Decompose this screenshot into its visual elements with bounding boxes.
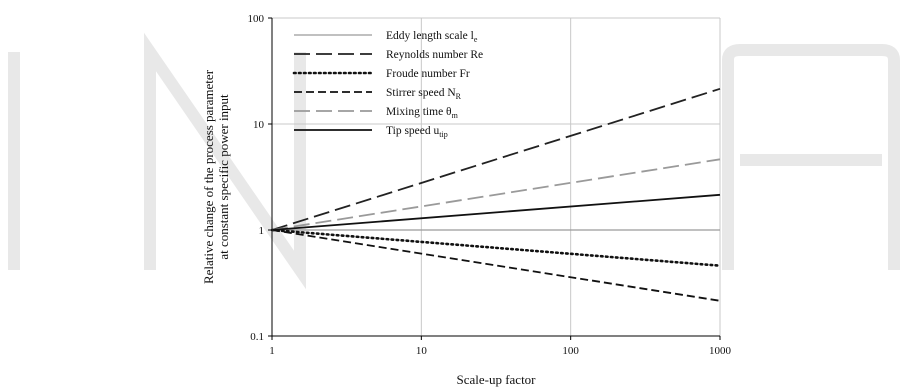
- x-tick-label: 1: [269, 345, 275, 357]
- x-tick-label: 1000: [709, 345, 732, 357]
- y-axis-title-line2: at constant specific power input: [216, 94, 231, 260]
- y-tick-label: 1: [259, 225, 265, 237]
- watermark-logo: [8, 32, 900, 290]
- plot-area: 1 10 100 1000 0.1 1 10 100 Eddy length scale le R…: [248, 13, 732, 357]
- legend-label: Stirrer speed NR: [386, 87, 462, 101]
- series-line: [271, 193, 721, 231]
- y-tick-label: 100: [248, 13, 265, 25]
- legend-label: Froude number Fr: [386, 68, 470, 80]
- legend-label: Eddy length scale le: [386, 30, 478, 44]
- series-line: [271, 158, 721, 231]
- series-line: [270, 228, 722, 268]
- series-line: [271, 87, 721, 231]
- y-tick-label: 10: [253, 119, 265, 131]
- x-tick-label: 100: [562, 345, 579, 357]
- x-axis-title: Scale-up factor: [456, 372, 536, 387]
- legend-label: Mixing time θm: [386, 106, 459, 120]
- y-tick-label: 0.1: [250, 331, 264, 343]
- x-tick-label: 10: [416, 345, 428, 357]
- series-line: [271, 229, 721, 302]
- legend: Eddy length scale le Reynolds number Re Fr…: [292, 30, 483, 139]
- legend-label: Tip speed utip: [386, 125, 448, 139]
- y-axis-title-line1: Relative change of the process parameter: [201, 69, 216, 284]
- legend-label: Reynolds number Re: [386, 49, 483, 61]
